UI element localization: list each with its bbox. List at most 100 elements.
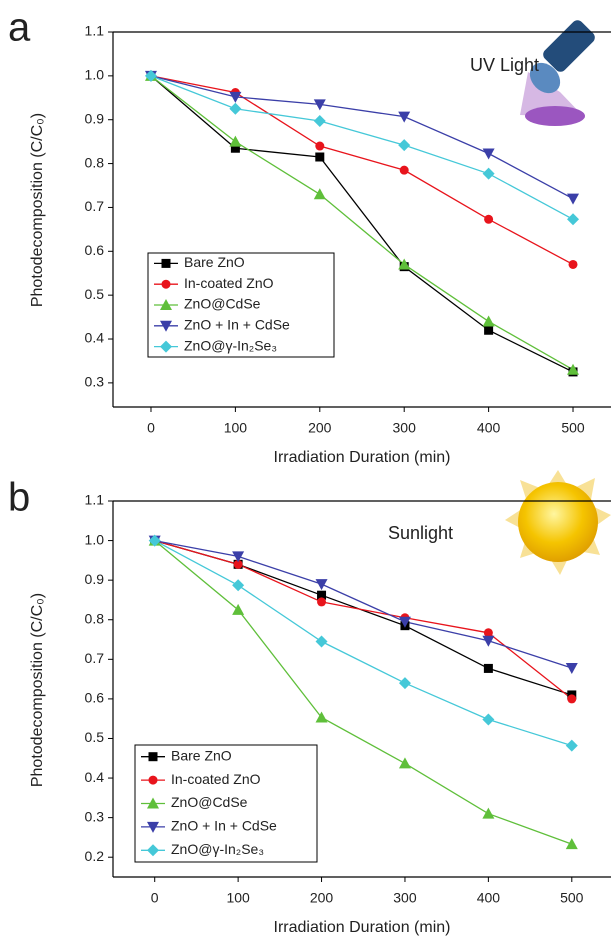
marker [148, 752, 158, 762]
y-tick-label: 0.8 [85, 610, 105, 626]
marker [313, 188, 326, 200]
y-tick-label: 0.8 [85, 154, 105, 170]
y-tick-label: 0.9 [85, 571, 105, 587]
y-tick-label: 0.3 [85, 374, 105, 390]
annotation: UV Light [470, 55, 539, 75]
marker [398, 616, 411, 628]
x-tick-label: 100 [224, 420, 248, 436]
series-line [154, 539, 573, 700]
y-tick-label: 1.0 [85, 531, 105, 547]
y-tick-label: 0.2 [85, 848, 105, 864]
legend-box [147, 252, 335, 358]
legend-label: ZnO + In + CdSe [184, 317, 290, 333]
marker [147, 797, 159, 809]
legend-label: ZnO@CdSe [184, 296, 261, 312]
y-tick-label: 1.1 [85, 23, 105, 39]
marker [482, 713, 495, 726]
x-tick-label: 500 [560, 890, 584, 906]
legend-label: ZnO@γ-In₂Se₃ [184, 337, 277, 353]
x-tick-label: 100 [226, 890, 250, 906]
series-line [154, 539, 572, 696]
marker [399, 165, 409, 175]
sun-icon [505, 470, 611, 575]
marker [567, 193, 580, 205]
x-tick-label: 500 [561, 420, 585, 436]
x-tick-label: 0 [147, 420, 155, 436]
y-axis-label: Photodecomposition (C/C₀) [29, 113, 46, 307]
x-tick-label: 0 [151, 890, 159, 906]
marker [233, 559, 243, 569]
marker [315, 152, 325, 162]
legend-label: ZnO@γ-In₂Se₃ [171, 841, 264, 857]
series-line [150, 75, 574, 200]
marker [313, 99, 326, 111]
series-line [150, 75, 574, 266]
legend: Bare ZnO In-coated ZnO ZnO@CdSe ZnO + In + … [134, 744, 318, 863]
y-tick-label: 0.3 [85, 808, 105, 824]
marker [567, 213, 580, 226]
series-line [154, 540, 573, 845]
flashlight-icon [520, 20, 595, 126]
y-tick-label: 0.9 [85, 110, 105, 126]
y-tick-label: 0.5 [85, 286, 105, 302]
x-tick-label: 400 [477, 890, 501, 906]
marker [315, 141, 325, 151]
marker [398, 111, 411, 123]
series-line [154, 539, 572, 669]
legend-label: In-coated ZnO [171, 771, 261, 787]
y-tick-label: 0.4 [85, 330, 105, 346]
legend-label: ZnO@CdSe [171, 794, 248, 810]
marker [398, 757, 411, 769]
marker [144, 69, 157, 82]
marker [232, 551, 245, 563]
marker [565, 838, 578, 850]
legend-label: Bare ZnO [184, 254, 245, 270]
marker [229, 135, 242, 147]
x-axis-label: Irradiation Duration (min) [274, 919, 451, 936]
marker [160, 340, 172, 353]
panel-label: b [8, 476, 30, 520]
marker [315, 711, 328, 723]
chart: a UV Light Irradiation Duration (min) Photo… [8, 6, 611, 466]
y-tick-label: 1.0 [85, 67, 105, 83]
series-line [150, 75, 574, 371]
y-tick-label: 0.4 [85, 769, 105, 785]
panel-label: a [8, 6, 31, 50]
marker [482, 148, 495, 160]
y-axis-label: Photodecomposition (C/C₀) [29, 593, 46, 787]
x-tick-label: 300 [393, 890, 417, 906]
marker [232, 603, 245, 615]
marker [229, 102, 242, 115]
marker [398, 139, 411, 152]
marker [483, 663, 493, 673]
marker [232, 579, 245, 592]
marker [482, 635, 495, 647]
marker [483, 628, 493, 638]
marker [317, 597, 327, 607]
legend-label: ZnO + In + CdSe [171, 818, 277, 834]
marker [482, 807, 495, 819]
marker [567, 694, 577, 704]
marker [161, 279, 171, 289]
marker [565, 739, 578, 752]
y-tick-label: 0.5 [85, 729, 105, 745]
marker [315, 635, 328, 648]
marker [148, 775, 158, 785]
y-tick-label: 0.6 [85, 242, 105, 258]
legend: Bare ZnO In-coated ZnO ZnO@CdSe ZnO + In + … [147, 252, 335, 358]
x-axis-label: Irradiation Duration (min) [274, 449, 451, 466]
y-tick-label: 0.7 [85, 198, 105, 214]
marker [229, 91, 242, 103]
series-line [154, 540, 572, 747]
marker [147, 821, 159, 833]
marker [230, 143, 240, 153]
series-line [150, 75, 574, 373]
y-tick-label: 1.1 [85, 492, 105, 508]
marker [565, 663, 578, 675]
annotation: Sunlight [388, 523, 453, 543]
marker [567, 363, 580, 375]
marker [398, 677, 411, 690]
marker [482, 315, 495, 327]
marker [160, 299, 172, 310]
